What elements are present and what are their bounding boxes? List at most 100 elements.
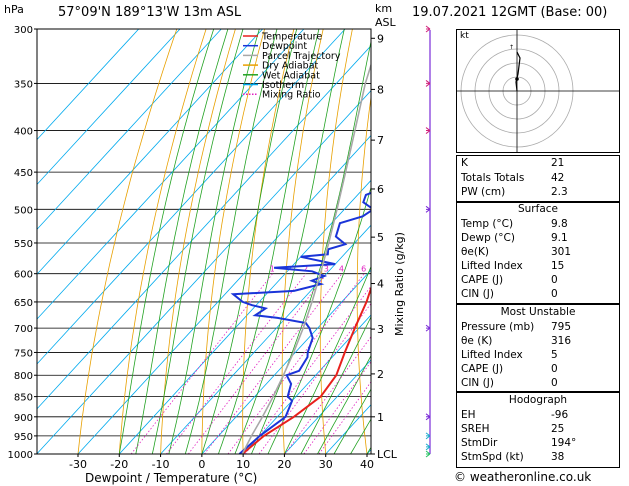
wet-adiabat <box>184 29 278 454</box>
pressure-tick-label: 750 <box>14 348 33 359</box>
index-value: 0 <box>551 274 558 286</box>
mixing-ratio-value: 20 <box>433 265 443 274</box>
datetime-title: 19.07.2021 12GMT (Base: 00) <box>412 5 608 20</box>
index-row: Totals Totals 42 <box>458 172 618 187</box>
isotherm-line <box>284 359 371 454</box>
height-tick-label: 7 <box>377 134 384 147</box>
isotherm-line <box>77 134 371 454</box>
index-row: Lifted Index 5 <box>458 349 618 364</box>
wind-barb <box>425 25 431 33</box>
location-title: 57°09'N 189°13'W 13m ASL <box>58 5 242 20</box>
index-section-title: Most Unstable <box>500 306 576 318</box>
pressure-tick-label: 350 <box>14 79 33 90</box>
index-label: PW (cm) <box>461 186 506 198</box>
wet-adiabat <box>118 29 215 454</box>
wet-adiabat <box>151 29 244 454</box>
series-parcel-trajectory <box>241 62 371 454</box>
index-label: CAPE (J) <box>461 274 504 286</box>
mixing-ratio-value: 3 <box>324 265 329 274</box>
isotherm-line <box>37 29 140 141</box>
index-value: 15 <box>551 260 565 272</box>
wet-adiabat <box>284 265 371 454</box>
index-value: 0 <box>551 377 558 389</box>
legend-entry: Temperature <box>261 32 322 43</box>
wet-adiabat <box>333 388 371 454</box>
temperature-tick-label: 30 <box>319 458 333 471</box>
index-value: 301 <box>551 246 572 258</box>
legend-entry: Dewpoint <box>262 41 307 52</box>
dry-adiabat <box>356 94 371 454</box>
pressure-tick-label: 800 <box>14 371 33 382</box>
mixing-ratio-value: 2 <box>303 265 308 274</box>
index-row: Temp (°C) 9.8 <box>458 218 618 233</box>
indices-unstable-box <box>456 304 620 392</box>
dry-adiabat <box>201 29 265 454</box>
index-value: -96 <box>551 409 569 421</box>
pressure-tick-label: 650 <box>14 298 33 309</box>
mixing-ratio-line <box>258 302 371 454</box>
index-value: 9.1 <box>551 232 568 244</box>
isotherm-line <box>37 45 371 410</box>
index-value: 0 <box>551 363 558 375</box>
index-row: Pressure (mb) 795 <box>458 321 618 336</box>
isotherm-line <box>37 29 222 230</box>
index-value: 9.8 <box>551 218 568 230</box>
legend-entry: Dry Adiabat <box>262 61 319 72</box>
wet-adiabat <box>251 39 371 454</box>
index-label: θe (K) <box>461 335 493 347</box>
index-label: CIN (J) <box>461 288 494 300</box>
temperature-tick-label: 0 <box>198 458 205 471</box>
wind-barb <box>425 432 431 440</box>
index-row: EH -96 <box>458 409 618 424</box>
index-value: 194° <box>551 437 577 449</box>
height-tick-label: 2 <box>377 368 384 381</box>
legend-entry: Wet Adiabat <box>262 70 320 81</box>
x-axis-label: Dewpoint / Temperature (°C) <box>85 471 258 485</box>
hodograph-panel: ↑ kt <box>456 29 620 153</box>
index-row: StmSpd (kt) 38 <box>458 451 618 466</box>
wet-adiabat <box>135 29 229 454</box>
index-value: 21 <box>551 157 565 169</box>
credit-text: © weatheronline.co.uk <box>454 470 592 484</box>
index-row: K 21 <box>458 157 618 172</box>
height-tick-label: 3 <box>377 323 384 336</box>
index-label: SREH <box>461 423 490 435</box>
pressure-tick-label: 450 <box>14 168 33 179</box>
index-label: Lifted Index <box>461 260 523 272</box>
index-row: Lifted Index 15 <box>458 260 618 275</box>
wind-barb <box>425 205 431 213</box>
mixing-ratio-value: 1 <box>270 265 275 274</box>
mixing-ratio-value: 6 <box>361 265 366 274</box>
temperature-tick-label: 20 <box>277 458 291 471</box>
temperature-tick-label: -20 <box>110 458 128 471</box>
height-tick-label: 9 <box>377 32 384 45</box>
indices-hodograph-box <box>456 392 620 468</box>
height-tick-label: 5 <box>377 231 384 244</box>
legend-entry: Isotherm <box>262 80 304 91</box>
height-tick-label: 8 <box>377 83 384 96</box>
index-row: θe(K) 301 <box>458 246 618 261</box>
hodograph-plot: ↑ <box>457 30 619 152</box>
index-label: Totals Totals <box>461 171 525 184</box>
index-value: 316 <box>551 335 572 347</box>
mixing-ratio-axis-label: Mixing Ratio (g/kg) <box>393 232 406 336</box>
isotherm-line <box>201 269 371 454</box>
index-label: Pressure (mb) <box>461 321 535 333</box>
legend-entry: Parcel Trajectory <box>262 51 341 62</box>
isotherm-line <box>242 314 371 454</box>
index-label: CIN (J) <box>461 377 494 389</box>
wet-adiabat <box>218 29 320 454</box>
wind-barb <box>425 80 431 87</box>
index-value: 38 <box>551 451 565 463</box>
mixing-ratio-line <box>244 285 371 454</box>
dry-adiabat <box>319 29 353 454</box>
wet-adiabat <box>234 29 345 454</box>
isotherm-line <box>160 224 371 454</box>
pressure-tick-label: 950 <box>14 432 33 443</box>
mixing-ratio-line <box>227 273 365 454</box>
index-value: 795 <box>551 321 572 333</box>
index-label: Temp (°C) <box>461 218 514 230</box>
pressure-tick-label: 400 <box>14 127 33 138</box>
wind-barb <box>425 127 431 134</box>
